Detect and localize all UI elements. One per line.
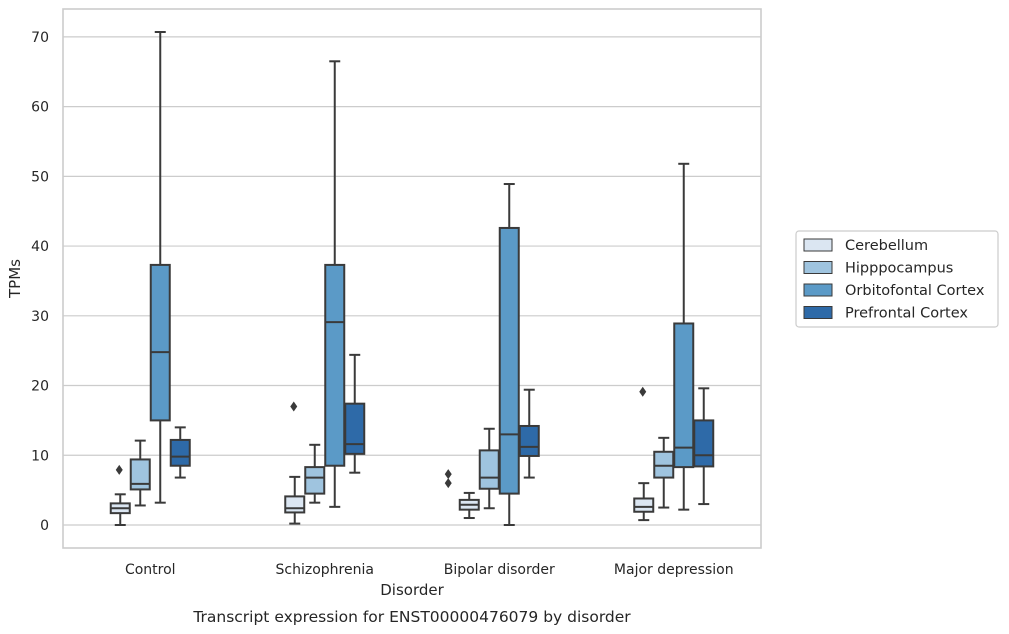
legend-label: Orbitofontal Cortex xyxy=(845,283,985,299)
outlier-point xyxy=(444,478,452,489)
y-tick-label: 10 xyxy=(31,448,49,464)
y-axis-label: TPMs xyxy=(6,259,24,299)
box-plot xyxy=(478,427,500,510)
box-plot xyxy=(284,475,306,525)
box-plot xyxy=(633,482,655,522)
x-tick-labels: Control Schizophrenia Bipolar disorder Majo… xyxy=(125,562,734,578)
box-plot xyxy=(344,353,366,474)
box xyxy=(653,450,675,479)
box xyxy=(633,497,655,513)
legend-swatch xyxy=(803,306,833,319)
y-tick-label: 20 xyxy=(31,379,49,395)
y-tick-labels: 0 10 20 30 40 50 60 70 xyxy=(31,30,49,534)
box xyxy=(344,402,366,455)
legend-label: Cerebellum xyxy=(845,238,928,254)
box-plot xyxy=(444,469,480,520)
box-plot xyxy=(693,387,715,506)
y-tick-label: 40 xyxy=(31,239,49,255)
legend-frame xyxy=(795,230,999,328)
legend-item: Cerebellum xyxy=(803,238,928,254)
box xyxy=(324,263,346,467)
x-tick-label: Major depression xyxy=(614,562,734,578)
figure-caption: Transcript expression for ENST0000047607… xyxy=(192,608,631,626)
y-tick-label: 70 xyxy=(31,30,49,46)
box xyxy=(478,449,500,490)
box-plots xyxy=(109,31,715,526)
box xyxy=(693,419,715,468)
legend: Cerebellum Hipppocampus Orbitofontal Corte… xyxy=(795,230,999,328)
box xyxy=(169,438,191,467)
box-plot xyxy=(518,388,540,479)
box xyxy=(129,458,151,491)
box-plot xyxy=(324,60,346,508)
y-tick-label: 30 xyxy=(31,309,49,325)
x-tick-label: Bipolar disorder xyxy=(444,562,555,578)
box-plot xyxy=(290,401,326,504)
box xyxy=(284,495,306,514)
legend-item: Hipppocampus xyxy=(803,261,953,277)
box-plot xyxy=(498,183,520,526)
y-tick-label: 0 xyxy=(40,518,49,534)
box xyxy=(304,466,326,495)
x-axis-label: Disorder xyxy=(380,581,444,599)
box-plot xyxy=(149,31,171,504)
legend-item: Prefrontal Cortex xyxy=(803,306,968,322)
legend-label: Hipppocampus xyxy=(845,261,953,277)
plot-frame xyxy=(62,8,762,549)
outlier-point xyxy=(290,401,298,412)
y-tick-label: 60 xyxy=(31,100,49,116)
legend-swatch xyxy=(803,238,833,252)
outlier-point xyxy=(639,386,647,397)
box xyxy=(518,424,540,457)
legend-swatch xyxy=(803,283,833,297)
legend-item: Orbitofontal Cortex xyxy=(803,283,985,299)
box-plot xyxy=(109,493,131,526)
y-tick-label: 50 xyxy=(31,169,49,185)
legend-label: Prefrontal Cortex xyxy=(845,306,968,322)
outlier-point xyxy=(115,464,123,475)
x-tick-label: Control xyxy=(125,562,176,578)
box xyxy=(498,226,520,495)
box-plot xyxy=(673,162,695,511)
x-tick-label: Schizophrenia xyxy=(276,562,374,578)
box-plot xyxy=(169,426,191,479)
box xyxy=(149,263,171,422)
box-plot xyxy=(115,439,151,507)
box xyxy=(673,322,695,469)
outlier-point xyxy=(444,469,452,480)
legend-swatch xyxy=(803,261,833,274)
